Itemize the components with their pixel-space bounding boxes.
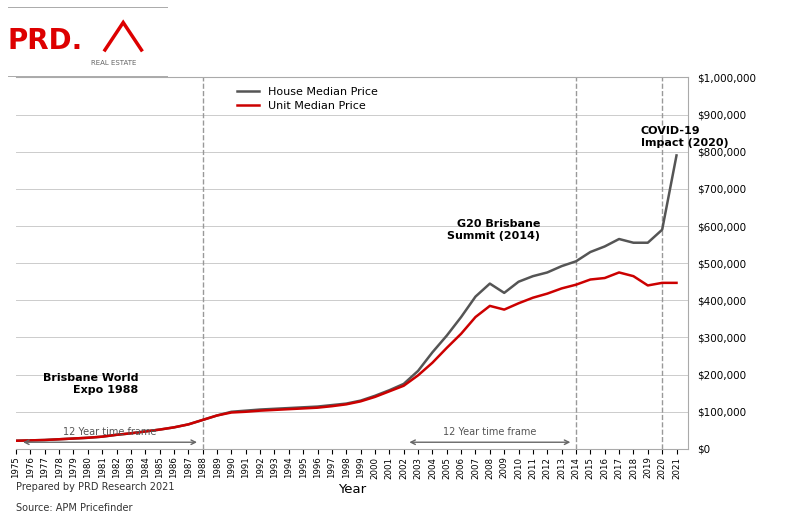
Text: Source: APM Pricefinder: Source: APM Pricefinder (16, 503, 133, 513)
Text: 12 Year time frame: 12 Year time frame (62, 427, 156, 437)
Text: PRD.: PRD. (8, 27, 83, 55)
Text: G20 Brisbane
Summit (2014): G20 Brisbane Summit (2014) (447, 219, 540, 240)
Text: COVID-19
Impact (2020): COVID-19 Impact (2020) (641, 126, 728, 148)
Text: Prepared by PRD Research 2021: Prepared by PRD Research 2021 (16, 482, 174, 492)
Legend: House Median Price, Unit Median Price: House Median Price, Unit Median Price (237, 87, 378, 111)
Text: 12 Year time frame: 12 Year time frame (443, 427, 537, 437)
Text: Brisbane World
Expo 1988: Brisbane World Expo 1988 (42, 373, 138, 395)
X-axis label: Year: Year (338, 483, 366, 496)
Text: REAL ESTATE: REAL ESTATE (91, 60, 137, 66)
